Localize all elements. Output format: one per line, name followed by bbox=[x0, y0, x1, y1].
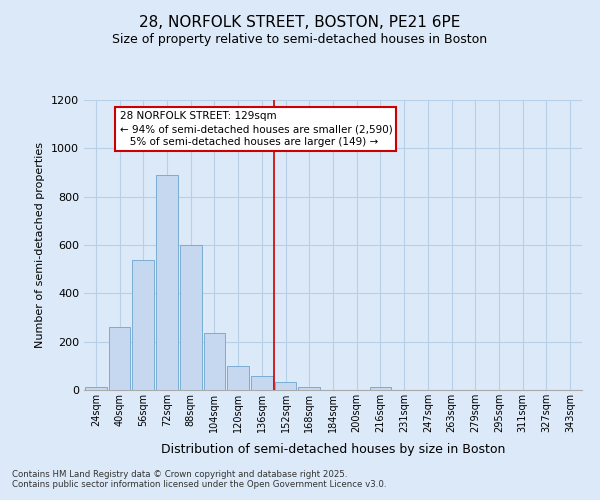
Bar bbox=[251, 376, 273, 390]
Y-axis label: Number of semi-detached properties: Number of semi-detached properties bbox=[35, 142, 46, 348]
Bar bbox=[203, 333, 226, 390]
Bar bbox=[109, 327, 130, 390]
Text: Distribution of semi-detached houses by size in Boston: Distribution of semi-detached houses by … bbox=[161, 442, 505, 456]
Bar bbox=[227, 366, 249, 390]
Bar bbox=[85, 387, 107, 390]
Text: 28, NORFOLK STREET, BOSTON, PE21 6PE: 28, NORFOLK STREET, BOSTON, PE21 6PE bbox=[139, 15, 461, 30]
Bar bbox=[180, 245, 202, 390]
Bar bbox=[298, 387, 320, 390]
Bar bbox=[133, 260, 154, 390]
Bar bbox=[370, 386, 391, 390]
Bar bbox=[156, 175, 178, 390]
Text: Contains HM Land Registry data © Crown copyright and database right 2025.
Contai: Contains HM Land Registry data © Crown c… bbox=[12, 470, 386, 490]
Text: Size of property relative to semi-detached houses in Boston: Size of property relative to semi-detach… bbox=[112, 32, 488, 46]
Text: 28 NORFOLK STREET: 129sqm
← 94% of semi-detached houses are smaller (2,590)
   5: 28 NORFOLK STREET: 129sqm ← 94% of semi-… bbox=[119, 111, 392, 148]
Bar bbox=[275, 382, 296, 390]
